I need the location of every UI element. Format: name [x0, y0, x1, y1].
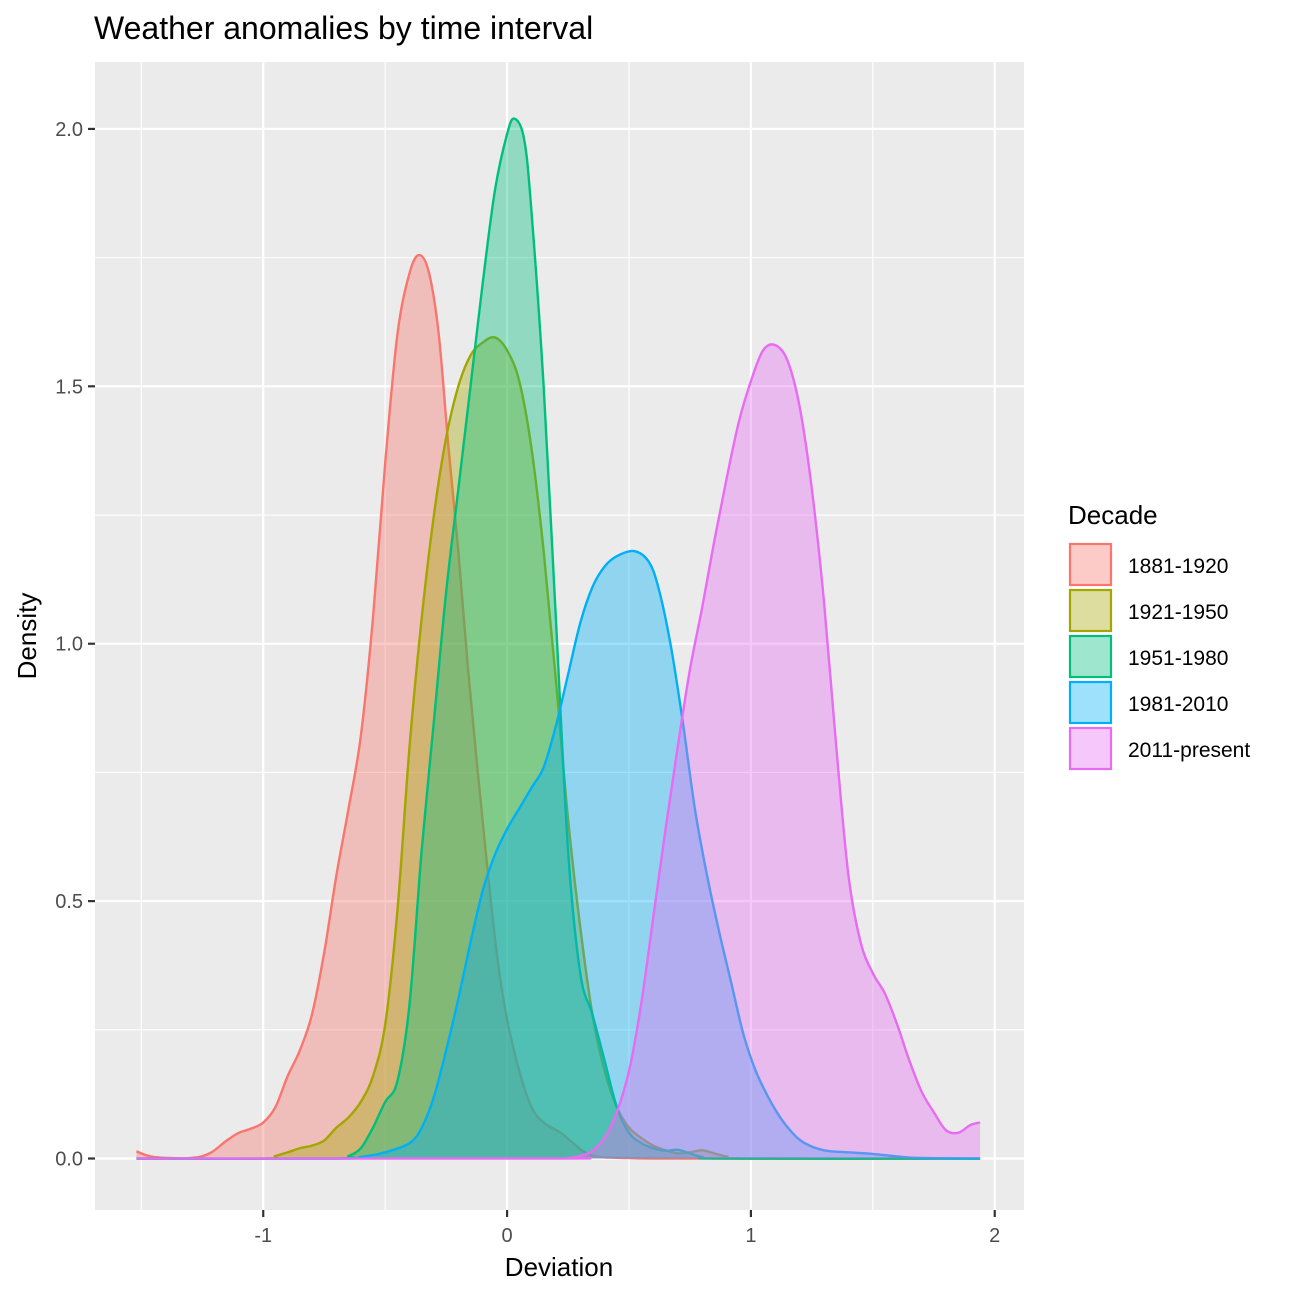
x-tick-label: 2: [989, 1225, 1000, 1247]
x-axis-title: Deviation: [505, 1252, 613, 1282]
density-area-1921-1950: [136, 337, 981, 1159]
y-tick-label: 1.5: [55, 376, 83, 398]
legend-key-1921-1950: [1068, 588, 1113, 633]
legend-key-1951-1980: [1068, 634, 1113, 679]
chart-title: Weather anomalies by time interval: [94, 10, 593, 46]
legend-key-1981-2010: [1068, 680, 1113, 725]
legend-label: 1981-2010: [1128, 693, 1228, 716]
legend-key-1881-1920: [1068, 542, 1113, 587]
legend-key-2011-present: [1068, 726, 1113, 771]
y-axis-title: Density: [12, 593, 42, 680]
y-tick-label: 1.0: [55, 634, 83, 656]
density-line-2011-present: [136, 343, 981, 1160]
legend-label: 1921-1950: [1128, 601, 1228, 624]
legend-label: 2011-present: [1128, 739, 1250, 762]
y-tick-label: 0.0: [55, 1149, 83, 1171]
y-tick-label: 2.0: [55, 119, 83, 141]
x-axis: -1 0 1 2: [254, 1210, 1000, 1247]
density-area-1951-1980: [136, 118, 981, 1159]
density-curves: [136, 117, 981, 1160]
plot-panel: [95, 62, 1024, 1210]
y-tick-label: 0.5: [55, 891, 83, 913]
y-axis: 0.0 0.5 1.0 1.5 2.0: [55, 119, 95, 1171]
density-line-1981-2010: [136, 549, 981, 1160]
legend-label: 1951-1980: [1128, 647, 1228, 670]
density-line-1951-1980: [136, 117, 981, 1160]
legend-label: 1881-1920: [1128, 555, 1228, 578]
density-area-2011-present: [136, 344, 981, 1159]
x-tick-label: -1: [254, 1225, 272, 1247]
legend: Decade 1881-1920 1921-1950 1951-1980 1981-2…: [1068, 500, 1250, 771]
density-line-1881-1920: [136, 253, 981, 1160]
x-tick-label: 0: [502, 1225, 513, 1247]
x-tick-label: 1: [745, 1225, 756, 1247]
density-area-1981-2010: [136, 550, 981, 1159]
grid-minor: [95, 62, 1024, 1210]
density-area-1881-1920: [136, 255, 981, 1159]
legend-title: Decade: [1068, 500, 1158, 530]
